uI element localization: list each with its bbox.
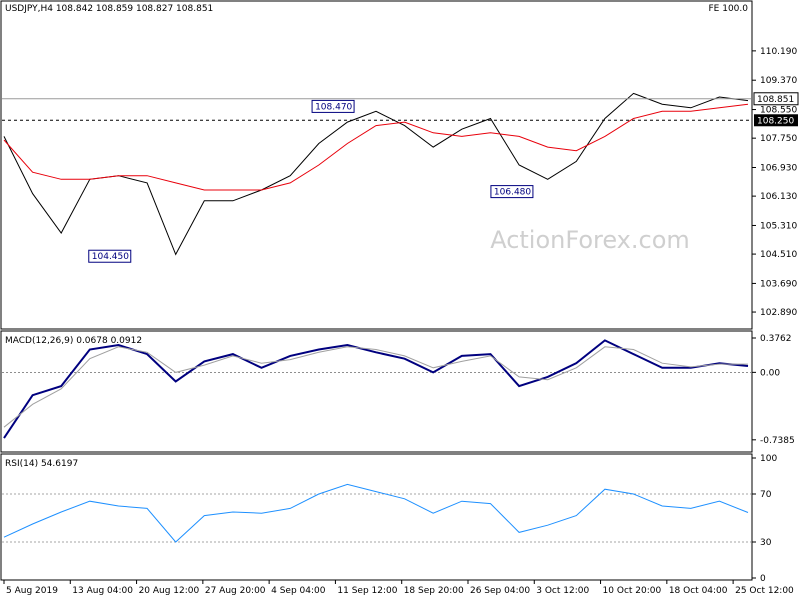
watermark: ActionForex.com: [490, 226, 690, 254]
symbol-header: USDJPY,H4 108.842 108.859 108.827 108.85…: [5, 4, 213, 14]
level-price-label: 108.250: [757, 116, 794, 126]
x-axis: 5 Aug 2019 13 Aug 04:00 20 Aug 12:00 27 Aug…: [3, 580, 794, 596]
price-ytick-label: 107.750: [760, 134, 797, 144]
macd-series-signal: [3, 346, 748, 428]
level-price-box: [754, 114, 798, 127]
price-ytick-label: 109.370: [760, 76, 797, 86]
price-ytick-label: 103.690: [760, 279, 797, 289]
rsi-ytick-label: 70: [760, 490, 772, 500]
x-tick-label: 25 Oct 12:00: [735, 586, 794, 596]
annotation-box: [490, 185, 534, 199]
x-tick-label: 27 Aug 20:00: [205, 586, 266, 596]
rsi-series-rsi: [3, 483, 749, 543]
macd-ytick-label: 0.3762: [760, 334, 792, 344]
x-tick-label: 10 Oct 20:00: [603, 586, 662, 596]
x-tick-label: 20 Aug 12:00: [139, 586, 200, 596]
macd-title: MACD(12,26,9) 0.0678 0.0912: [5, 336, 142, 346]
fe-corner-label: FE 100.0: [709, 4, 749, 14]
price-panel-frame: [0, 0, 753, 330]
price-ytick-label: 106.930: [760, 164, 797, 174]
x-tick-label: 18 Sep 20:00: [404, 586, 464, 596]
price-series-moving-average: [3, 103, 749, 191]
annotation-label: 104.450: [92, 252, 129, 262]
price-ytick-label: 105.310: [760, 221, 797, 231]
annotation-box: [88, 249, 132, 263]
x-tick-label: 11 Sep 12:00: [337, 586, 397, 596]
annotation-label: 106.480: [494, 188, 531, 198]
x-tick-label: 26 Sep 04:00: [470, 586, 530, 596]
x-tick-label: 13 Aug 04:00: [72, 586, 133, 596]
macd-ytick-label: 0.00: [760, 368, 780, 378]
rsi-panel-frame: [0, 453, 753, 581]
rsi-ytick-label: 30: [760, 538, 772, 548]
rsi-ytick-label: 0: [760, 574, 766, 584]
x-tick-label: 5 Aug 2019: [6, 586, 58, 596]
x-tick-label: 4 Sep 04:00: [271, 586, 326, 596]
current-price-label: 108.851: [757, 95, 794, 105]
macd-series-macd: [3, 339, 749, 439]
x-tick-label: 18 Oct 04:00: [669, 586, 728, 596]
annotation-label: 108.470: [315, 102, 352, 112]
current-price-box: [753, 92, 799, 106]
macd-layer: 0.3762 0.00 -0.7385: [2, 334, 795, 446]
price-layer: 110.190 109.370 108.550 107.750 106.930 106.1…: [2, 47, 799, 318]
x-tick-label: 3 Oct 12:00: [536, 586, 589, 596]
rsi-ytick-label: 100: [760, 454, 777, 464]
price-ytick-label: 108.550: [760, 106, 797, 116]
price-ytick-label: 106.130: [760, 192, 797, 202]
price-ytick-label: 102.890: [760, 308, 797, 318]
rsi-title: RSI(14) 54.6197: [5, 459, 78, 469]
rsi-layer: 100 70 30 0: [2, 454, 777, 584]
price-ytick-label: 104.510: [760, 250, 797, 260]
annotation-box: [311, 99, 355, 113]
price-ytick-label: 110.190: [760, 47, 797, 57]
price-series-price: [3, 92, 749, 256]
macd-ytick-label: -0.7385: [760, 436, 795, 446]
